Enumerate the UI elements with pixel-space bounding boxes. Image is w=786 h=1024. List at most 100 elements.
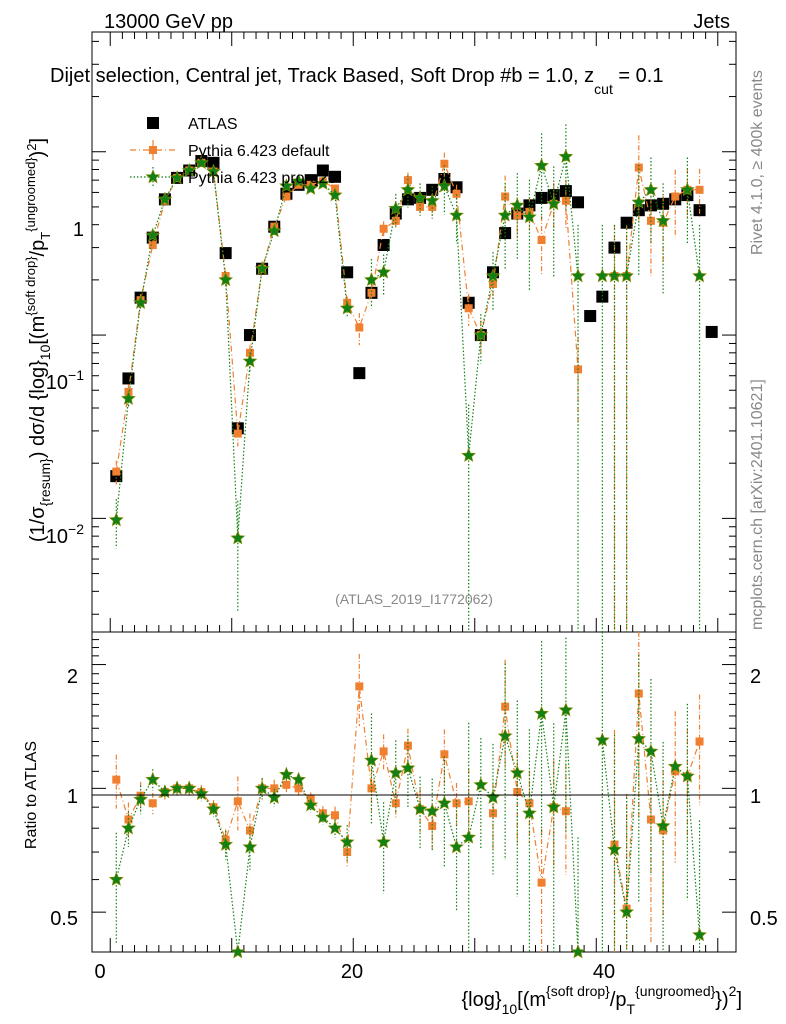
proq2o-point-48 bbox=[692, 268, 707, 283]
proq2o-point-29 bbox=[461, 447, 477, 462]
pythia-proq2o-series bbox=[108, 124, 707, 632]
atlas-point-24 bbox=[401, 193, 414, 206]
default-point-14 bbox=[282, 192, 291, 201]
ratio-default-point-29 bbox=[464, 797, 473, 806]
atlas-point-8 bbox=[207, 156, 220, 169]
atlas-point-49 bbox=[705, 325, 718, 338]
default-point-20 bbox=[355, 323, 364, 332]
ratio-proq2o-point-29 bbox=[461, 829, 477, 844]
ytick-ratio-right-2: 2 bbox=[750, 666, 761, 688]
proq2o-point-4 bbox=[157, 191, 173, 206]
proq2o-point-15 bbox=[291, 173, 306, 188]
ratio-proq2o-point-14 bbox=[279, 766, 294, 781]
atlas-point-40 bbox=[596, 290, 609, 303]
default-point-23 bbox=[391, 216, 400, 225]
proq2o-point-33 bbox=[509, 197, 525, 212]
selection-title: Dijet selection, Central jet, Track Base… bbox=[50, 65, 663, 97]
legend: ATLAS Pythia 6.423 default Pythia 6.423 … bbox=[130, 116, 337, 187]
ratio-proq2o-point-44 bbox=[643, 743, 659, 758]
proq2o-point-0 bbox=[108, 512, 124, 527]
ratio-proq2o-point-30 bbox=[473, 777, 489, 792]
default-point-43 bbox=[634, 163, 643, 172]
proq2o-line bbox=[115, 156, 701, 539]
default-point-27 bbox=[440, 159, 449, 168]
atlas-point-9 bbox=[219, 247, 232, 260]
ratio-proq2o-point-10 bbox=[230, 944, 246, 959]
ratio-proq2o-point-11 bbox=[242, 839, 258, 854]
legend-proq2o-marker bbox=[145, 169, 161, 184]
ratio-proq2o-point-47 bbox=[679, 768, 695, 783]
ratio-default-point-15 bbox=[294, 784, 303, 793]
ratio-proq2o-point-43 bbox=[631, 731, 647, 746]
proq2o-point-23 bbox=[388, 200, 404, 215]
proq2o-point-40 bbox=[594, 268, 610, 283]
proq2o-point-38 bbox=[570, 268, 586, 283]
proq2o-point-22 bbox=[376, 264, 392, 279]
ratio-proq2o-point-17 bbox=[315, 809, 331, 824]
ratio-proq2o-point-34 bbox=[522, 805, 537, 820]
proq2o-point-10 bbox=[230, 530, 246, 545]
proq2o-point-14 bbox=[279, 178, 294, 193]
ratio-proq2o-point-37 bbox=[558, 702, 574, 717]
default-point-28 bbox=[452, 189, 461, 198]
atlas-point-35 bbox=[535, 191, 548, 204]
proq2o-point-17 bbox=[315, 175, 331, 190]
proq2o-point-2 bbox=[133, 295, 149, 310]
proq2o-point-7 bbox=[193, 155, 209, 170]
atlas-point-42 bbox=[620, 216, 633, 229]
proq2o-point-25 bbox=[412, 190, 428, 205]
ratio-proq2o-point-6 bbox=[181, 780, 197, 795]
ratio-proq2o-point-8 bbox=[206, 801, 221, 816]
ratio-proq2o-point-36 bbox=[546, 799, 562, 814]
proq2o-point-6 bbox=[181, 162, 197, 177]
ratio-proq2o-point-41 bbox=[607, 841, 622, 856]
ratio-default-point-46 bbox=[671, 767, 680, 776]
ratio-default-point-13 bbox=[270, 784, 279, 793]
ytick-ratio-right-0.5: 0.5 bbox=[750, 908, 778, 930]
ratio-default-point-31 bbox=[488, 809, 497, 818]
default-point-29 bbox=[464, 304, 473, 313]
ratio-proq2o-point-19 bbox=[339, 834, 355, 849]
atlas-point-18 bbox=[329, 170, 342, 183]
ratio-proq2o-point-7 bbox=[193, 786, 209, 801]
y-axis-label-ratio: Ratio to ATLAS bbox=[23, 741, 40, 849]
default-point-21 bbox=[367, 288, 376, 297]
atlas-point-11 bbox=[243, 329, 256, 342]
default-point-48 bbox=[695, 185, 704, 194]
proq2o-point-8 bbox=[206, 163, 221, 178]
ratio-default-point-0 bbox=[112, 775, 121, 784]
ratio-proq2o-point-25 bbox=[412, 801, 428, 816]
atlas-point-38 bbox=[572, 196, 585, 209]
ratio-default-point-3 bbox=[148, 799, 157, 808]
proq2o-point-36 bbox=[546, 196, 562, 211]
ratio-default-point-37 bbox=[561, 807, 570, 816]
rivet-version-label: Rivet 4.1.0, ≥ 400k events bbox=[749, 70, 766, 255]
atlas-point-44 bbox=[644, 199, 657, 212]
ytick-main-1: 1 bbox=[73, 219, 84, 241]
ratio-default-point-20 bbox=[355, 682, 364, 691]
ytick-ratio-right-1: 1 bbox=[750, 786, 761, 808]
legend-atlas-marker bbox=[147, 117, 159, 129]
atlas-point-17 bbox=[316, 164, 329, 177]
ticks-layer bbox=[92, 32, 736, 953]
proq2o-point-18 bbox=[327, 187, 343, 202]
default-point-0 bbox=[112, 467, 121, 476]
proq2o-point-43 bbox=[631, 194, 647, 209]
legend-default-label: Pythia 6.423 default bbox=[188, 143, 330, 160]
xtick-0: 0 bbox=[94, 961, 105, 983]
ratio-proq2o-point-32 bbox=[497, 728, 513, 743]
ratio-proq2o-point-3 bbox=[145, 771, 161, 786]
default-point-32 bbox=[501, 192, 510, 201]
x-axis-label: {log}10[(m{soft drop}/pT{ungroomed}})2] bbox=[462, 983, 743, 1017]
proq2o-point-3 bbox=[145, 227, 161, 242]
ratio-default-point-24 bbox=[403, 741, 412, 750]
proq2o-point-28 bbox=[449, 207, 464, 222]
proq2o-point-11 bbox=[242, 353, 258, 368]
proq2o-point-45 bbox=[655, 213, 671, 228]
atlas-point-20 bbox=[353, 367, 366, 380]
ratio-proq2o-point-13 bbox=[266, 789, 282, 804]
proq2o-point-35 bbox=[534, 157, 549, 172]
ytick-ratio-0.5: 0.5 bbox=[50, 908, 78, 930]
ratio-default-point-28 bbox=[452, 799, 461, 808]
